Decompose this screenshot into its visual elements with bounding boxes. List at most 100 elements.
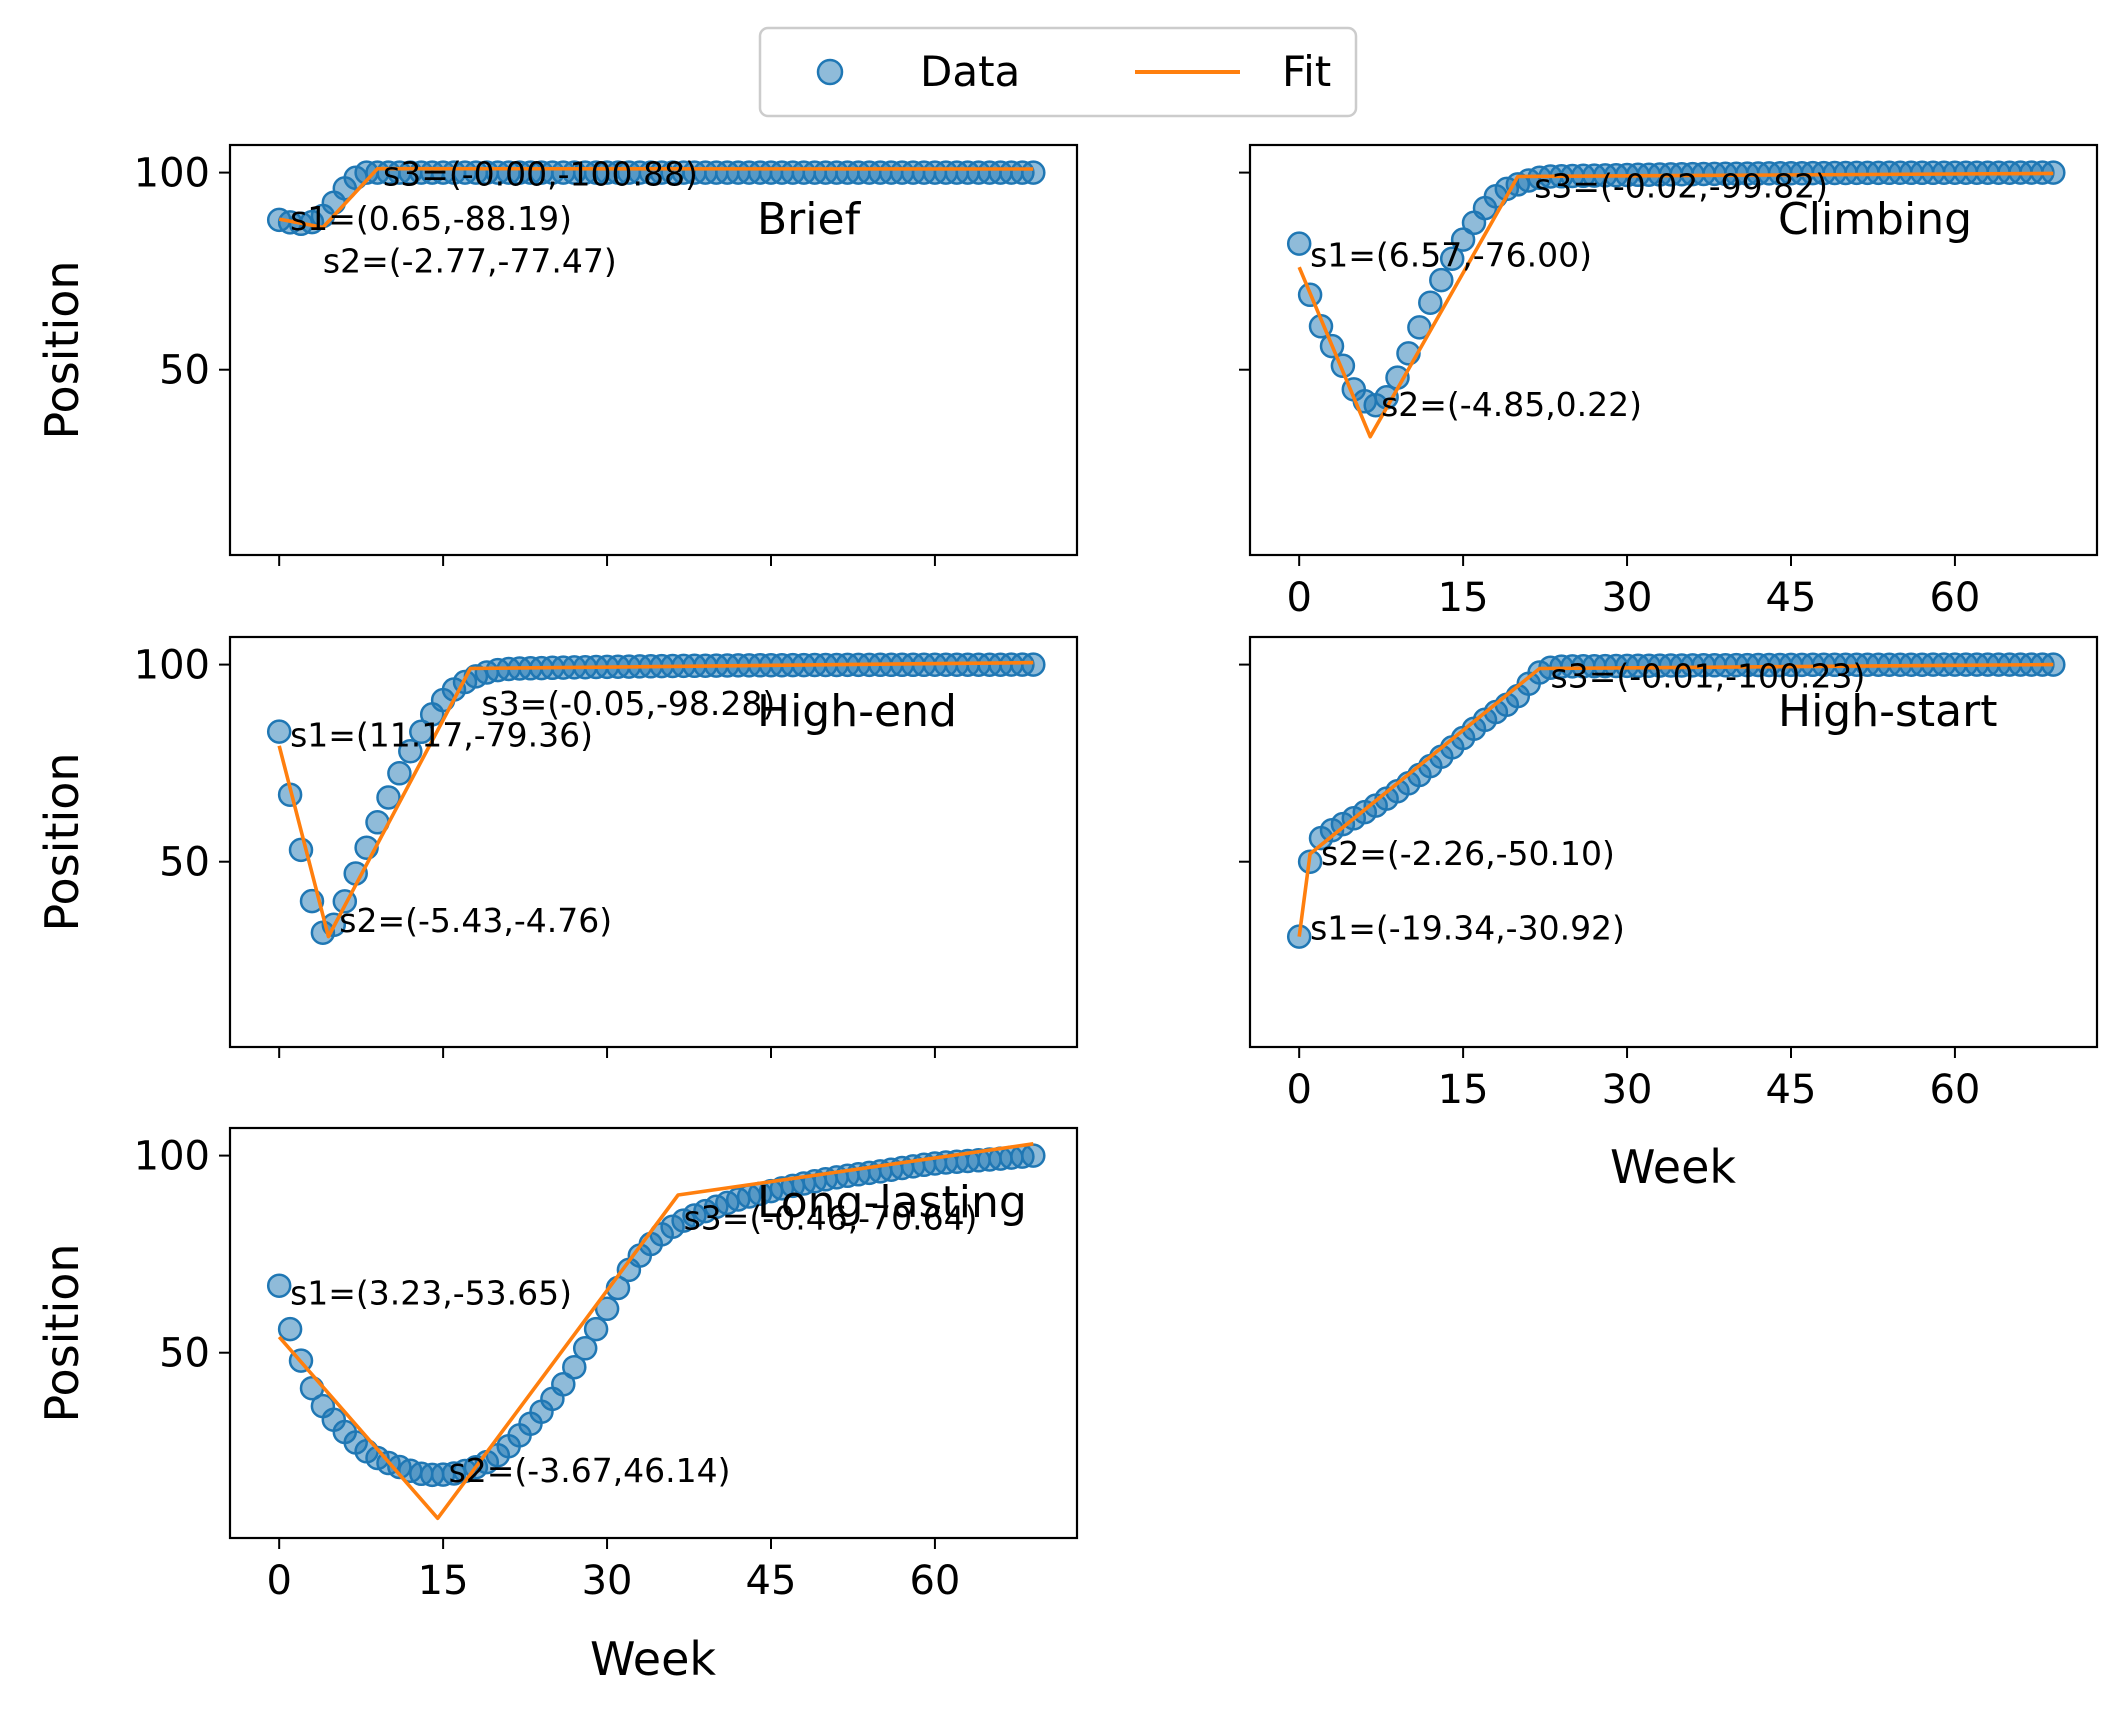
segment-annotation: s1=(-19.34,-30.92) bbox=[1310, 909, 1625, 948]
panel-title: High-end bbox=[757, 686, 957, 737]
fit-line-layer bbox=[1297, 662, 2054, 937]
data-point bbox=[266, 719, 292, 744]
data-point bbox=[387, 761, 412, 786]
segment-annotation: s3=(-0.01,-100.23) bbox=[1551, 656, 1866, 695]
x-tick-label: 0 bbox=[1286, 575, 1311, 621]
data-point bbox=[398, 739, 423, 764]
data-point bbox=[376, 785, 401, 810]
legend-box bbox=[758, 26, 1358, 118]
data-point bbox=[1418, 290, 1443, 315]
panel-title: Climbing bbox=[1778, 194, 1972, 245]
annotation-layer: s2=(-5.43,-4.76) s1=(11.17,-79.36)s3=(-0.… bbox=[290, 684, 775, 940]
axes-frame bbox=[228, 143, 1079, 557]
x-tick-label: 30 bbox=[1602, 1067, 1653, 1113]
legend-data-label: Data bbox=[920, 47, 1020, 96]
fit-line-layer bbox=[277, 1142, 1034, 1521]
panel-title: Brief bbox=[757, 194, 862, 245]
data-point bbox=[266, 1273, 292, 1298]
tick-layer: 50 100 bbox=[134, 643, 936, 1058]
y-axis-label: Position bbox=[35, 1243, 89, 1422]
tick-layer: 50 100 bbox=[134, 151, 936, 566]
data-point bbox=[1439, 246, 1465, 271]
segment-annotation: s3=(-0.02,-99.82) bbox=[1534, 166, 1828, 205]
segment-annotation: s3=(-0.05,-98.28) bbox=[481, 684, 775, 723]
x-tick-label: 45 bbox=[746, 1558, 797, 1604]
data-point bbox=[1021, 160, 1046, 185]
axes-frame bbox=[228, 1126, 1079, 1540]
segment-annotation: s2=(-2.26,-50.10) bbox=[1321, 834, 1615, 873]
panel-title: Long-lasting bbox=[757, 1177, 1027, 1228]
data-point bbox=[1429, 267, 1454, 293]
y-tick-label: 100 bbox=[134, 643, 210, 689]
segment-annotation: s1=(3.23,-53.65) bbox=[290, 1274, 572, 1313]
segment-annotation: s1=(0.65,-88.19) bbox=[290, 199, 572, 238]
fit-line bbox=[1297, 171, 2054, 439]
segment-annotation: s2=(-3.67,46.14) bbox=[449, 1451, 731, 1490]
y-tick-label: 50 bbox=[159, 348, 210, 394]
tick-layer: 0 15 30 45 60 bbox=[1239, 171, 1980, 621]
panel-high-end: 50 100 High-end s2=(-5.43,-4.76) s1=(11.17… bbox=[35, 635, 1079, 1058]
panel-high-start: 0 15 30 45 60 High-start s1=(-19.34,-30.92)s… bbox=[1239, 635, 2099, 1194]
axes-frame bbox=[1248, 635, 2099, 1049]
x-tick-label: 15 bbox=[1438, 575, 1489, 621]
data-point bbox=[1021, 1143, 1046, 1168]
x-axis-label: Week bbox=[1610, 1140, 1736, 1194]
annotation-layer: s2=(-4.85,0.22) s1=(6.57,-76.00) s3=(-0.02… bbox=[1310, 166, 1828, 424]
data-point bbox=[594, 1296, 620, 1322]
x-tick-label: 60 bbox=[909, 1558, 960, 1604]
y-tick-label: 50 bbox=[159, 840, 210, 886]
x-tick-label: 45 bbox=[1766, 1067, 1817, 1113]
y-tick-label: 50 bbox=[159, 1331, 210, 1377]
panel-climbing: 0 15 30 45 60 Climbing s2=(-4.85,0.22) s1=(6.… bbox=[1239, 143, 2099, 621]
x-tick-label: 30 bbox=[1602, 575, 1653, 621]
legend: Data Fit bbox=[758, 26, 1358, 118]
fit-line-layer bbox=[1297, 171, 2054, 439]
y-axis-label: Position bbox=[35, 260, 89, 439]
segment-annotation: s2=(-5.43,-4.76) bbox=[339, 901, 612, 940]
data-point bbox=[562, 1354, 587, 1380]
segment-annotation: s1=(6.57,-76.00) bbox=[1310, 235, 1592, 274]
segment-annotation: s2=(-2.77,-77.47) bbox=[323, 241, 617, 280]
data-point bbox=[1450, 227, 1476, 252]
x-tick-label: 15 bbox=[1438, 1067, 1489, 1113]
segment-annotation: s2=(-4.85,0.22) bbox=[1381, 385, 1642, 424]
legend-data-marker bbox=[816, 58, 844, 86]
annotation-layer: s2=(-2.77,-77.47)s1=(0.65,-88.19) s3=(-0.… bbox=[290, 155, 698, 281]
annotation-layer: s2=(-3.67,46.14) s1=(3.23,-53.65) s3=(-0.4… bbox=[290, 1199, 977, 1490]
fit-line-layer bbox=[278, 166, 1034, 230]
x-axis-label: Week bbox=[590, 1632, 716, 1686]
y-axis-label: Position bbox=[35, 752, 89, 931]
x-tick-label: 0 bbox=[1286, 1067, 1311, 1113]
panel-title: High-start bbox=[1778, 686, 1997, 737]
tick-layer: 0 15 30 45 60 bbox=[1239, 663, 1980, 1113]
x-tick-label: 45 bbox=[1766, 575, 1817, 621]
panel-brief: 50 100 Brief s2=(-2.77,-77.47)s1=(0.65,-8… bbox=[35, 143, 1079, 566]
axes-frame bbox=[1248, 143, 2099, 557]
fit-line bbox=[277, 660, 1034, 939]
data-point bbox=[277, 1316, 303, 1342]
fit-line bbox=[1297, 662, 2054, 937]
y-tick-label: 100 bbox=[134, 1134, 210, 1180]
segment-annotation: s3=(-0.46,-70.64) bbox=[684, 1199, 978, 1238]
tick-layer: 0 15 30 45 60 50 100 bbox=[134, 1134, 961, 1604]
x-tick-label: 60 bbox=[1929, 1067, 1980, 1113]
fit-line bbox=[277, 1142, 1034, 1521]
data-point bbox=[572, 1336, 598, 1361]
x-tick-label: 60 bbox=[1929, 575, 1980, 621]
x-tick-label: 0 bbox=[266, 1558, 291, 1604]
x-tick-label: 15 bbox=[418, 1558, 469, 1604]
data-point bbox=[1021, 652, 1046, 677]
y-tick-label: 100 bbox=[134, 151, 210, 197]
data-scatter-layer bbox=[266, 1143, 1046, 1488]
data-point bbox=[551, 1372, 576, 1397]
segment-annotation: s3=(-0.00,-100.88) bbox=[383, 155, 698, 194]
x-tick-label: 30 bbox=[582, 1558, 633, 1604]
data-point bbox=[583, 1316, 609, 1342]
data-point bbox=[1286, 231, 1312, 256]
axes-frame bbox=[228, 635, 1079, 1049]
annotation-layer: s1=(-19.34,-30.92) s2=(-2.26,-50.10) s3=(-… bbox=[1310, 656, 1865, 947]
data-point bbox=[409, 719, 434, 745]
segment-annotation: s1=(11.17,-79.36) bbox=[290, 716, 593, 755]
fit-line bbox=[278, 166, 1034, 230]
